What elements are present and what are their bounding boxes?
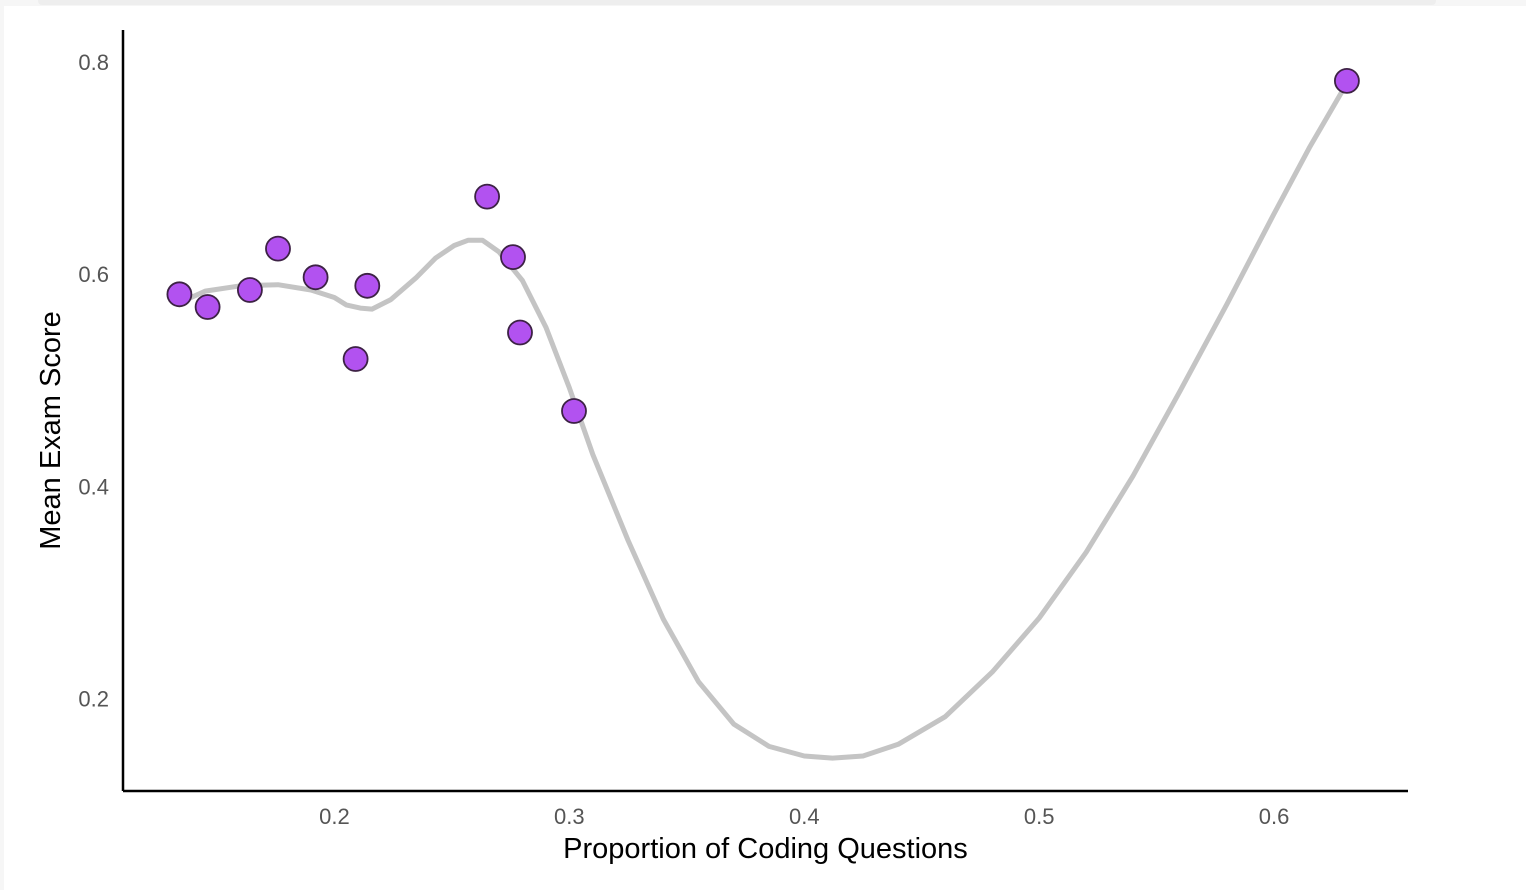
data-point-10 bbox=[507, 319, 533, 346]
x-axis-title: Proportion of Coding Questions bbox=[563, 833, 968, 865]
x-tick-label: 0.2 bbox=[319, 804, 350, 829]
top-bar bbox=[38, 0, 1436, 5]
x-tick-label: 0.3 bbox=[554, 804, 585, 829]
data-point-6 bbox=[342, 346, 369, 372]
y-tick-label: 0.2 bbox=[78, 687, 109, 712]
data-point-3 bbox=[236, 277, 263, 303]
y-axis-title: Mean Exam Score bbox=[35, 311, 67, 550]
x-tick-label: 0.5 bbox=[1024, 804, 1055, 829]
points-layer bbox=[166, 68, 1360, 424]
data-point-7 bbox=[354, 272, 381, 299]
data-point-1 bbox=[166, 281, 193, 308]
y-tick-label: 0.8 bbox=[78, 50, 109, 75]
x-tick-labels: 0.2 0.3 0.4 0.5 0.6 bbox=[319, 804, 1289, 829]
trend-layer bbox=[176, 80, 1350, 761]
y-tick-labels: 0.2 0.4 0.6 0.8 bbox=[78, 50, 109, 712]
data-point-4 bbox=[265, 235, 291, 262]
data-point-11 bbox=[561, 398, 587, 424]
data-point-2 bbox=[194, 294, 221, 320]
y-tick-label: 0.6 bbox=[78, 262, 109, 287]
data-point-8 bbox=[474, 183, 501, 210]
data-point-9 bbox=[500, 244, 526, 271]
x-tick-label: 0.6 bbox=[1259, 804, 1290, 829]
axes-layer bbox=[121, 30, 1408, 793]
trend-line bbox=[176, 80, 1350, 761]
data-point-5 bbox=[302, 264, 329, 291]
data-point-12 bbox=[1334, 68, 1360, 94]
x-tick-label: 0.4 bbox=[789, 804, 820, 829]
y-tick-label: 0.4 bbox=[78, 474, 109, 499]
